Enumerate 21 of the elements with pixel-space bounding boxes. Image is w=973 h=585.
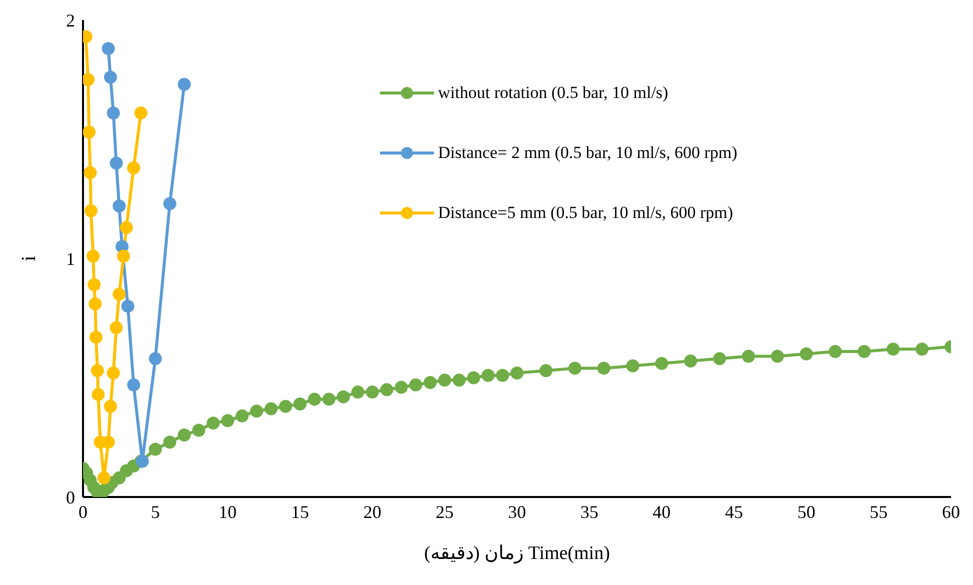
x-tick-label: 55: [870, 502, 888, 522]
x-tick-label: 10: [218, 502, 237, 522]
x-tick-label: 35: [580, 502, 598, 522]
legend-label: Distance= 2 mm (0.5 bar, 10 ml/s, 600 rpm): [438, 143, 738, 163]
y-tick-label: 1: [66, 248, 75, 269]
x-tick-label: 50: [797, 502, 816, 522]
x-tick-label: 40: [652, 502, 671, 522]
legend-label: without rotation (0.5 bar, 10 ml/s): [438, 83, 668, 103]
x-tick-label: 15: [291, 502, 309, 522]
x-tick-label: 60: [942, 502, 960, 522]
x-tick-label: 45: [725, 502, 743, 522]
x-tick-label: 20: [363, 502, 382, 522]
x-tick-label: 0: [78, 502, 88, 522]
x-tick-label: 25: [436, 502, 454, 522]
x-axis-title: زمان (دقیقه) Time(min): [424, 543, 610, 564]
x-tick-label: 5: [150, 502, 160, 522]
x-tick-label: 30: [508, 502, 526, 522]
y-tick-label: 2: [66, 10, 75, 30]
y-axis-title: i: [18, 255, 40, 262]
legend-label: Distance=5 mm (0.5 bar, 10 ml/s, 600 rpm): [438, 203, 734, 223]
y-tick-label: 0: [66, 487, 75, 508]
